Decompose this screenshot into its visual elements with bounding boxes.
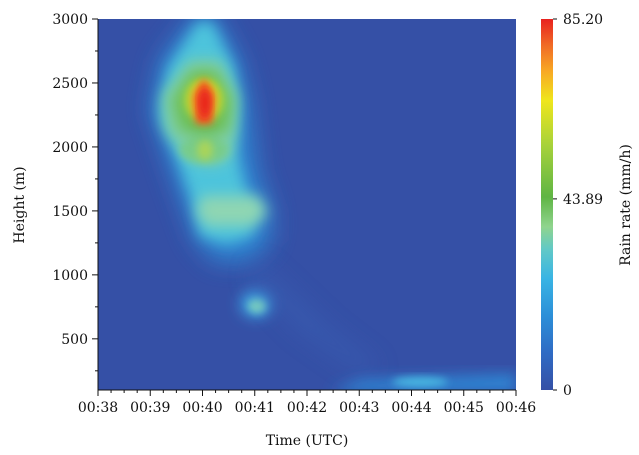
y-tick-label: 2000 [52,140,88,156]
x-axis-ticks: 00:38 00:39 00:40 00:41 00:42 00:43 00:44 00:45… [78,390,536,416]
x-tick-label: 00:42 [287,400,327,416]
colorbar-tick-label: 43.89 [563,192,603,208]
colorbar: 85.20 43.89 0 Rain rate (mm/h) [541,12,634,399]
x-tick-label: 00:43 [339,400,379,416]
x-axis-label: Time (UTC) [266,433,349,449]
y-tick-label: 2500 [52,76,88,92]
x-tick-label: 00:40 [182,400,222,416]
x-tick-label: 00:44 [391,400,431,416]
heat-feature-near-surface-band [335,374,516,390]
colorbar-tick-label: 85.20 [563,12,603,28]
y-tick-label: 3000 [52,12,88,28]
x-tick-label: 00:41 [235,400,275,416]
colorbar-tick-label: 0 [563,383,572,399]
colorbar-ticks: 85.20 43.89 0 [553,12,603,399]
x-tick-label: 00:39 [130,400,170,416]
y-axis-label: Height (m) [12,166,28,243]
colorbar-label: Rain rate (mm/h) [618,144,634,266]
heat-feature-isolated-patch [240,290,272,318]
colorbar-scale [541,19,553,390]
x-tick-label: 00:45 [444,400,484,416]
y-axis-ticks: 500 1000 1500 2000 2500 3000 [52,12,98,372]
heat-feature-upper-core [150,19,272,262]
heat-feature-trail [250,262,380,372]
y-tick-label: 1500 [52,204,88,220]
x-tick-label: 00:46 [496,400,536,416]
heatmap-field [150,19,516,390]
y-tick-label: 500 [61,332,88,348]
x-tick-label: 00:38 [78,400,118,416]
y-tick-label: 1000 [52,268,88,284]
